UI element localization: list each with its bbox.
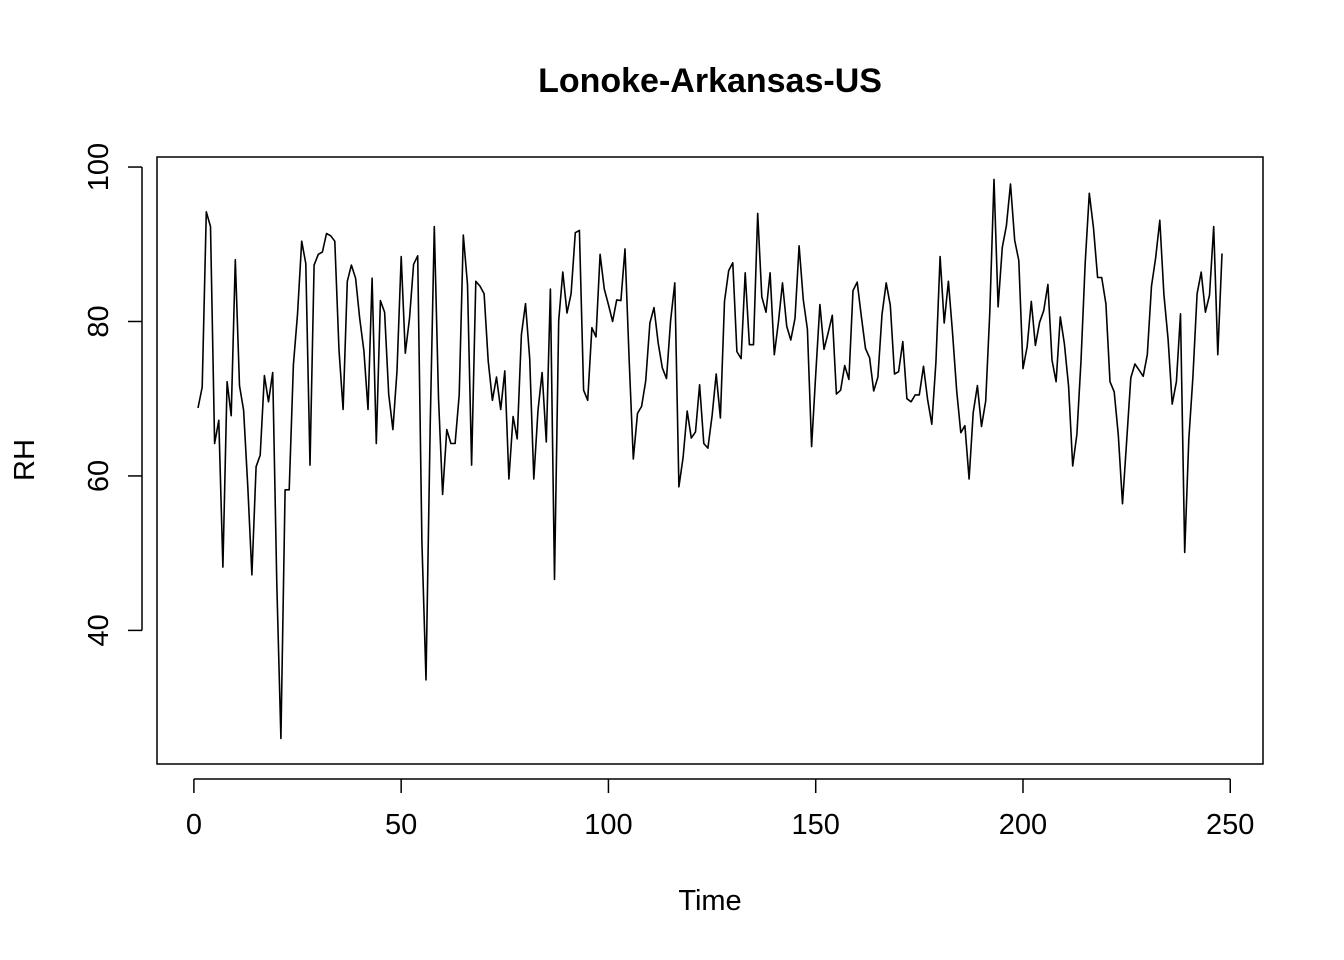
x-tick-label: 150 bbox=[792, 809, 840, 841]
series-line bbox=[197, 178, 1223, 740]
series-layer bbox=[197, 178, 1223, 740]
x-tick-label: 200 bbox=[999, 809, 1047, 841]
x-axis: 0 50 100 150 200 250 bbox=[186, 778, 1254, 841]
y-tick-label: 60 bbox=[83, 460, 115, 492]
x-tick-label: 50 bbox=[385, 809, 417, 841]
chart-title: Lonoke-Arkansas-US bbox=[538, 62, 882, 100]
y-tick-label: 80 bbox=[83, 305, 115, 337]
plot-frame bbox=[156, 156, 1264, 765]
x-tick-label: 100 bbox=[584, 809, 632, 841]
x-axis-label: Time bbox=[678, 885, 741, 917]
y-tick-label: 40 bbox=[83, 614, 115, 646]
y-axis: 40 60 80 100 bbox=[83, 143, 143, 647]
x-tick-label: 250 bbox=[1206, 809, 1254, 841]
x-tick-label: 0 bbox=[186, 809, 202, 841]
y-axis-label: RH bbox=[9, 439, 41, 481]
y-tick-label: 100 bbox=[83, 143, 115, 191]
